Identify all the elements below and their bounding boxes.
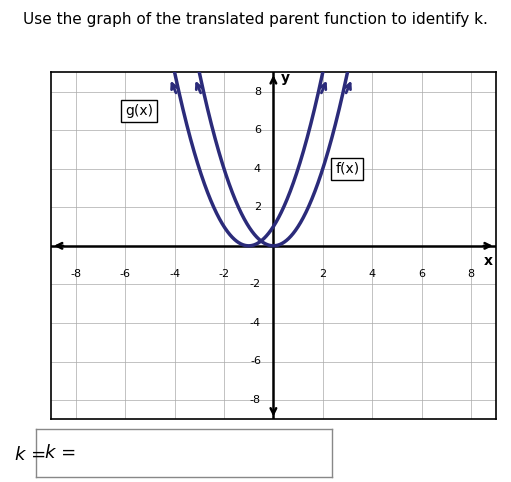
- Text: Use the graph of the translated parent function to identify k.: Use the graph of the translated parent f…: [23, 12, 488, 27]
- Text: 8: 8: [468, 269, 475, 279]
- Text: x: x: [484, 254, 493, 268]
- Text: 4: 4: [368, 269, 376, 279]
- Text: -4: -4: [169, 269, 180, 279]
- Text: f(x): f(x): [335, 161, 359, 176]
- Text: -6: -6: [250, 357, 261, 366]
- Text: -4: -4: [250, 318, 261, 328]
- Text: 2: 2: [319, 269, 327, 279]
- Text: 8: 8: [254, 87, 261, 96]
- Text: 6: 6: [418, 269, 425, 279]
- Text: 4: 4: [254, 164, 261, 174]
- Text: -8: -8: [70, 269, 81, 279]
- Text: -6: -6: [120, 269, 131, 279]
- Text: -2: -2: [250, 280, 261, 289]
- Text: 2: 2: [254, 202, 261, 212]
- Text: k =: k =: [44, 444, 76, 462]
- Text: -2: -2: [218, 269, 229, 279]
- Text: -8: -8: [250, 395, 261, 405]
- Text: g(x): g(x): [125, 104, 153, 118]
- Text: 6: 6: [254, 125, 261, 135]
- Text: k =: k =: [15, 446, 47, 465]
- Text: y: y: [281, 71, 290, 85]
